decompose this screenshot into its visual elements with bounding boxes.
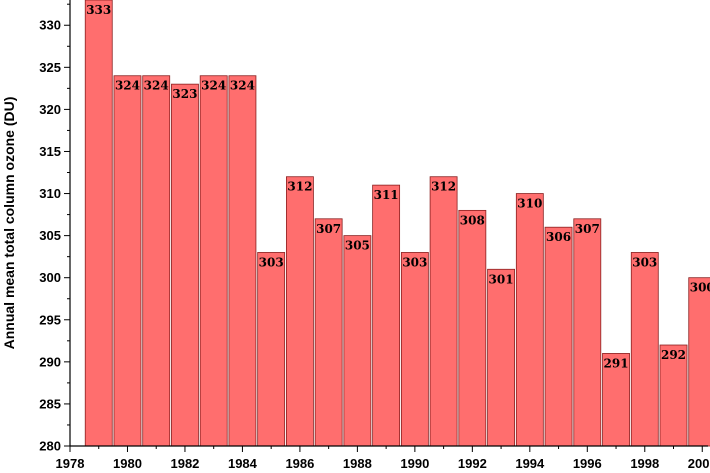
bars-group (84, 0, 710, 447)
y-tick-label-320: 320 (39, 102, 61, 117)
x-tick-label-1980: 1980 (113, 456, 142, 471)
y-tick-label-305: 305 (39, 228, 61, 243)
bar-label-1992: 308 (460, 213, 485, 227)
x-tick-label-1978: 1978 (56, 456, 85, 471)
bar-1992 (458, 209, 487, 447)
x-tick-label-1994: 1994 (515, 456, 545, 471)
x-tick-label-1996: 1996 (573, 456, 602, 471)
bar-label-1997: 291 (604, 356, 629, 370)
y-axis: 280 285 290 295 300 305 310 315 320 325 330 (39, 0, 71, 454)
bar-1982 (171, 83, 199, 447)
bar-label-1990: 303 (402, 255, 427, 269)
y-tick-label-285: 285 (39, 396, 61, 411)
bar-1995 (544, 226, 573, 447)
bar-1996 (573, 218, 602, 447)
bar-1997 (602, 353, 630, 447)
bar-label-1982: 323 (172, 87, 197, 101)
bar-1985 (257, 252, 286, 447)
bar-1984 (228, 75, 257, 447)
bar-label-1994: 310 (517, 197, 542, 211)
bar-label-1989: 311 (374, 188, 399, 202)
bar-label-2000: 300 (690, 281, 710, 295)
bar-label-1999: 292 (661, 348, 686, 362)
x-tick-label-1988: 1988 (343, 456, 372, 471)
bar-1979 (84, 0, 113, 447)
bar-1980 (113, 75, 142, 447)
bar-1987 (314, 218, 343, 447)
bar-label-1996: 307 (575, 222, 600, 236)
y-tick-label-330: 330 (39, 18, 61, 33)
bar-1981 (142, 75, 171, 447)
bar-2000 (688, 277, 710, 447)
bar-label-1985: 303 (259, 255, 284, 269)
x-tick-label-1986: 1986 (285, 456, 314, 471)
bar-label-1998: 303 (632, 255, 657, 269)
bar-label-1986: 312 (287, 180, 312, 194)
y-tick-label-295: 295 (39, 312, 61, 327)
x-tick-label-2000: 2000 (688, 456, 710, 471)
x-tick-label-1998: 1998 (630, 456, 659, 471)
bar-1988 (343, 235, 372, 447)
bar-1993 (487, 268, 515, 447)
bar-1983 (199, 75, 228, 447)
bar-label-1981: 324 (144, 79, 169, 93)
bar-label-1984: 324 (230, 79, 255, 93)
bar-1990 (400, 252, 429, 447)
bar-1999 (659, 344, 688, 447)
x-tick-label-1990: 1990 (400, 456, 429, 471)
y-tick-label-280: 280 (39, 439, 61, 454)
y-axis-title: Annual mean total column ozone (DU) (1, 97, 17, 350)
bar-label-1995: 306 (546, 230, 571, 244)
bar-1986 (286, 176, 314, 447)
bar-label-1993: 301 (489, 272, 514, 286)
x-axis: 1978 1980 1982 1984 1986 1988 1990 1992 1994 1996… (56, 445, 710, 471)
x-tick-label-1992: 1992 (458, 456, 487, 471)
bar-label-1991: 312 (431, 180, 456, 194)
bar-1991 (429, 176, 458, 447)
bar-1994 (515, 193, 544, 447)
bar-label-1987: 307 (316, 222, 341, 236)
x-tick-label-1984: 1984 (228, 456, 258, 471)
bar-label-1979: 333 (86, 3, 111, 17)
bar-1998 (630, 252, 659, 447)
bar-label-1983: 324 (201, 79, 226, 93)
y-tick-label-290: 290 (39, 354, 61, 369)
y-tick-label-310: 310 (39, 186, 61, 201)
bar-label-1988: 305 (345, 239, 370, 253)
bar-1989 (372, 184, 401, 447)
y-tick-label-325: 325 (39, 60, 61, 75)
bar-label-1980: 324 (115, 79, 140, 93)
x-tick-label-1982: 1982 (170, 456, 199, 471)
y-tick-label-300: 300 (39, 270, 61, 285)
y-tick-label-315: 315 (39, 144, 61, 159)
